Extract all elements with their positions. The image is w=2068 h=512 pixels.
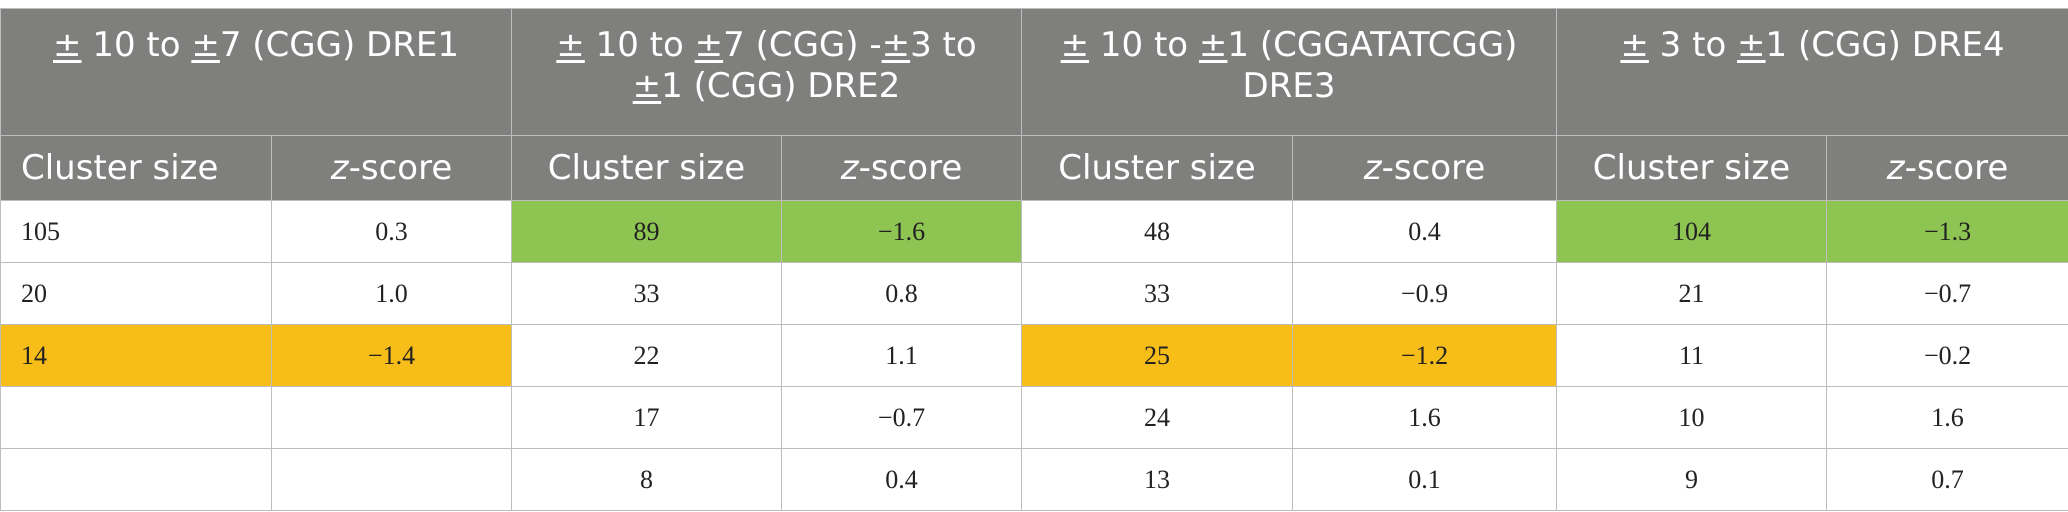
z-letter: z xyxy=(1363,148,1382,188)
z-rest: -score xyxy=(858,148,963,188)
table-cell: 0.4 xyxy=(781,448,1022,511)
group-text: 10 to xyxy=(1089,25,1199,65)
table-row: 14 −1.4 22 1.1 25 −1.2 11 −0.2 xyxy=(0,324,2068,387)
z-letter: z xyxy=(330,148,349,188)
table-cell xyxy=(0,448,272,511)
table-cell: 0.1 xyxy=(1291,448,1558,511)
table-cell: 10 xyxy=(1556,386,1828,449)
z-letter: z xyxy=(840,148,859,188)
group-text: 3 to xyxy=(1648,25,1738,65)
pm-sign: ± xyxy=(694,25,724,65)
pm-sign: ± xyxy=(1060,25,1090,65)
table-cell: 17 xyxy=(511,386,782,449)
table-cell: 0.7 xyxy=(1826,448,2068,511)
table-cell: 0.8 xyxy=(781,262,1022,325)
cluster-size-header: Cluster size xyxy=(1556,135,1828,201)
pm-sign: ± xyxy=(1198,25,1228,65)
subheader-row: Cluster size z-score Cluster size z-scor… xyxy=(0,135,2068,201)
group-header-dre2: ± 10 to ±7 (CGG) -±3 to ±1 (CGG) DRE2 xyxy=(511,8,1022,136)
z-score-header: z-score xyxy=(1291,135,1558,201)
table-cell: −0.9 xyxy=(1291,262,1558,325)
table-cell: 20 xyxy=(0,262,272,325)
group-text: 1 (CGGATATCGG) DRE3 xyxy=(1227,25,1518,106)
group-text: 3 to xyxy=(910,25,977,65)
table-cell: 1.0 xyxy=(271,262,512,325)
table-cell: 89 xyxy=(511,200,782,263)
pm-sign: ± xyxy=(881,25,911,65)
table-cell: 0.4 xyxy=(1291,200,1558,263)
group-text: 10 to xyxy=(81,25,192,65)
table-row: 17 −0.7 24 1.6 10 1.6 xyxy=(0,386,2068,449)
table-cell: 22 xyxy=(511,324,782,387)
table-cell: 25 xyxy=(1021,324,1293,387)
table-cell: 13 xyxy=(1021,448,1293,511)
table-cell: −0.7 xyxy=(781,386,1022,449)
table-cell: −0.2 xyxy=(1826,324,2068,387)
table-cell: 9 xyxy=(1556,448,1828,511)
table-cell: −1.4 xyxy=(271,324,512,387)
table-cell: 21 xyxy=(1556,262,1828,325)
table-cell: 24 xyxy=(1021,386,1293,449)
group-text: 7 (CGG) - xyxy=(723,25,882,65)
cluster-size-header: Cluster size xyxy=(511,135,782,201)
table-cell xyxy=(271,386,512,449)
table-cell: −0.7 xyxy=(1826,262,2068,325)
table-cell: 1.6 xyxy=(1826,386,2068,449)
group-header-row: ± 10 to ±7 (CGG) DRE1 ± 10 to ±7 (CGG) -… xyxy=(0,8,2068,136)
table-row: 8 0.4 13 0.1 9 0.7 xyxy=(0,448,2068,511)
group-header-dre1: ± 10 to ±7 (CGG) DRE1 xyxy=(0,8,512,136)
table-cell xyxy=(271,448,512,511)
table-cell xyxy=(0,386,272,449)
pm-sign: ± xyxy=(1737,25,1766,65)
table-cell: 0.3 xyxy=(271,200,512,263)
group-text: 1 (CGG) DRE4 xyxy=(1765,25,2005,65)
group-text: 10 to xyxy=(584,25,695,65)
table-cell: 11 xyxy=(1556,324,1828,387)
pm-sign: ± xyxy=(632,66,662,106)
table-cell: 14 xyxy=(0,324,272,387)
table-cell: 105 xyxy=(0,200,272,263)
dre-cluster-table: ± 10 to ±7 (CGG) DRE1 ± 10 to ±7 (CGG) -… xyxy=(0,8,2068,511)
z-score-header: z-score xyxy=(781,135,1022,201)
cluster-size-header: Cluster size xyxy=(0,135,272,201)
group-header-dre3: ± 10 to ±1 (CGGATATCGG) DRE3 xyxy=(1020,8,1558,136)
z-rest: -score xyxy=(1381,148,1486,188)
table-cell: 8 xyxy=(511,448,782,511)
table-cell: 33 xyxy=(1021,262,1293,325)
cluster-size-header: Cluster size xyxy=(1021,135,1293,201)
table-cell: 104 xyxy=(1556,200,1828,263)
table-row: 20 1.0 33 0.8 33 −0.9 21 −0.7 xyxy=(0,262,2068,325)
table-cell: 48 xyxy=(1021,200,1293,263)
table-cell: −1.6 xyxy=(781,200,1022,263)
table-cell: −1.2 xyxy=(1291,324,1558,387)
group-text: 7 (CGG) DRE1 xyxy=(219,25,459,65)
table-row: 105 0.3 89 −1.6 48 0.4 104 −1.3 xyxy=(0,200,2068,263)
group-header-dre4: ± 3 to ±1 (CGG) DRE4 xyxy=(1556,8,2068,136)
pm-sign: ± xyxy=(1620,25,1649,65)
z-rest: -score xyxy=(348,148,453,188)
z-score-header: z-score xyxy=(271,135,512,201)
pm-sign: ± xyxy=(53,25,82,65)
z-letter: z xyxy=(1886,148,1905,188)
pm-sign: ± xyxy=(191,25,220,65)
pm-sign: ± xyxy=(556,25,585,65)
table-cell: 1.6 xyxy=(1291,386,1558,449)
group-text: 1 (CGG) DRE2 xyxy=(661,66,901,106)
table-cell: 1.1 xyxy=(781,324,1022,387)
table-cell: 33 xyxy=(511,262,782,325)
z-rest: -score xyxy=(1904,148,2009,188)
table-cell: −1.3 xyxy=(1826,200,2068,263)
z-score-header: z-score xyxy=(1826,135,2068,201)
